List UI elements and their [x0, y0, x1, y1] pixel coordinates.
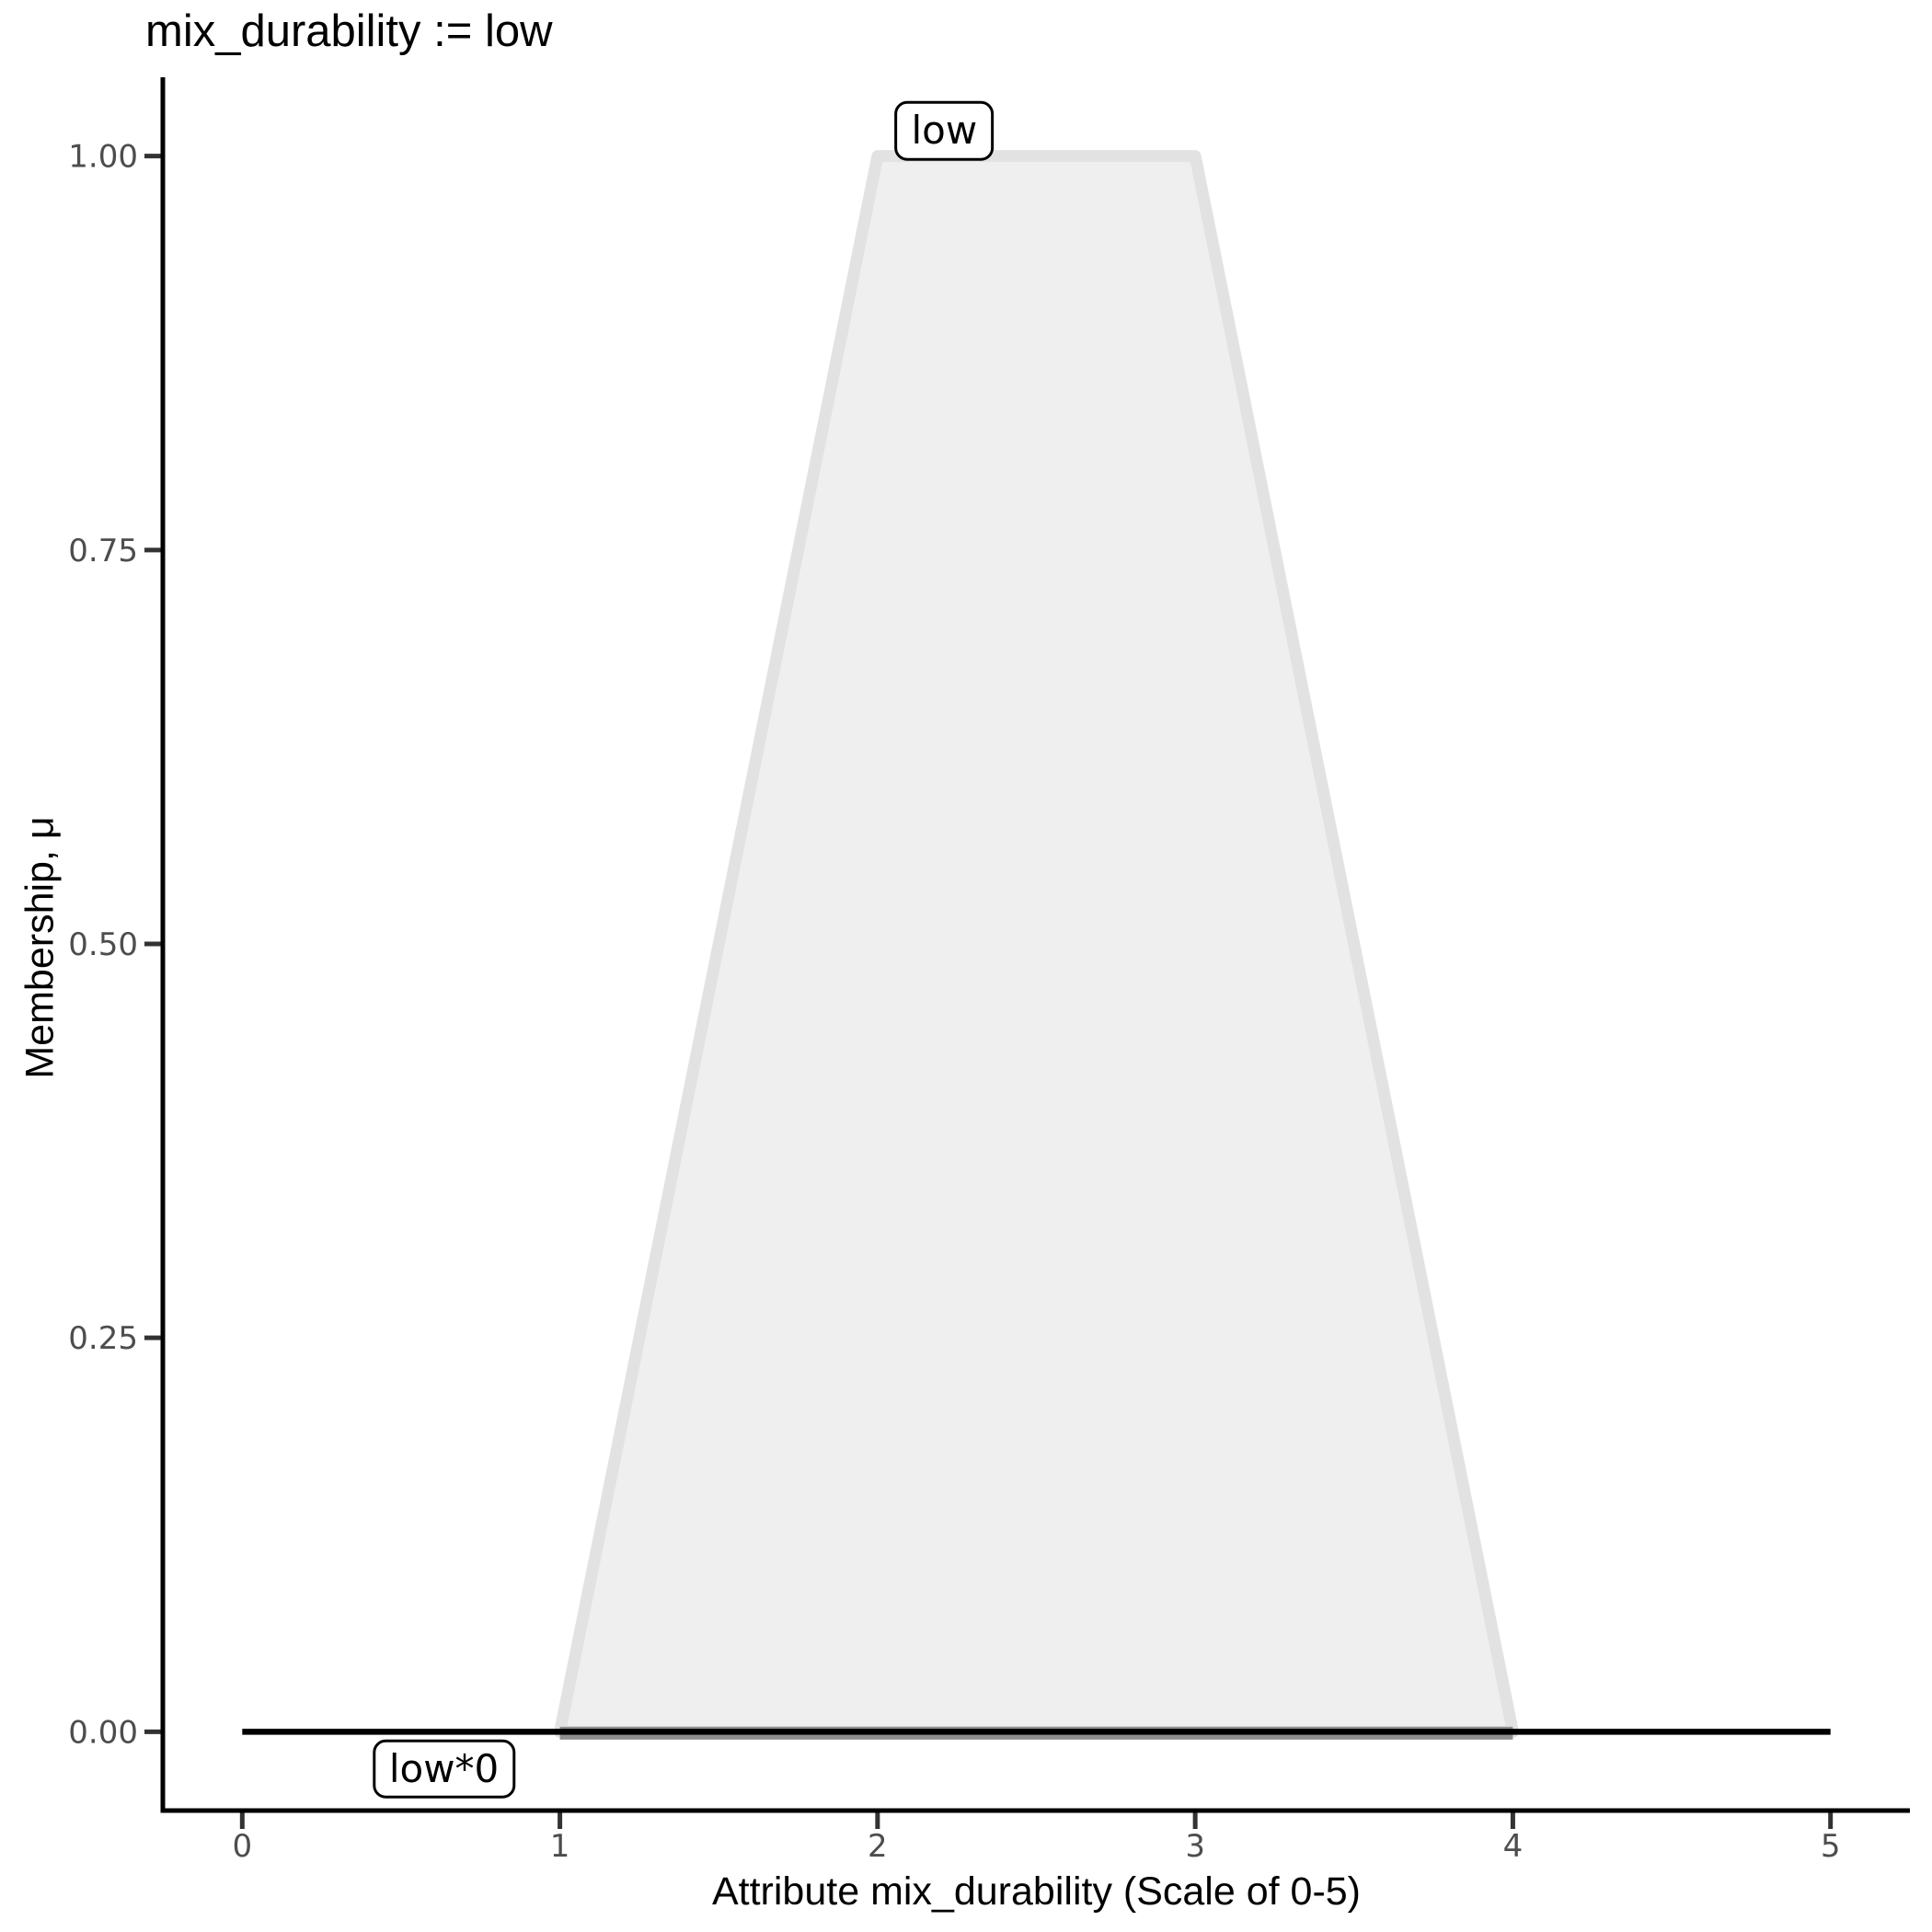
annotation-low: low: [894, 100, 995, 161]
y-tick-label: 1.00: [68, 139, 138, 176]
x-tick-label: 2: [868, 1828, 888, 1865]
x-tick-label: 4: [1503, 1828, 1524, 1865]
x-tick-label: 5: [1821, 1828, 1841, 1865]
y-tick-label: 0.75: [68, 533, 138, 569]
annotation-low-times-0: low*0: [372, 1739, 516, 1799]
y-tick-label: 0.00: [68, 1714, 138, 1751]
x-tick-label: 0: [232, 1828, 252, 1865]
plot-title: mix_durability := low: [145, 6, 553, 56]
membership-area-low: [554, 150, 1519, 1738]
y-axis-label: Membership, μ: [17, 816, 63, 1079]
y-tick-label: 0.50: [68, 926, 138, 963]
y-tick-label: 0.25: [68, 1320, 138, 1357]
x-axis-label: Attribute mix_durability (Scale of 0-5): [711, 1869, 1361, 1914]
x-tick-label: 1: [550, 1828, 570, 1865]
x-tick-label: 3: [1185, 1828, 1205, 1865]
